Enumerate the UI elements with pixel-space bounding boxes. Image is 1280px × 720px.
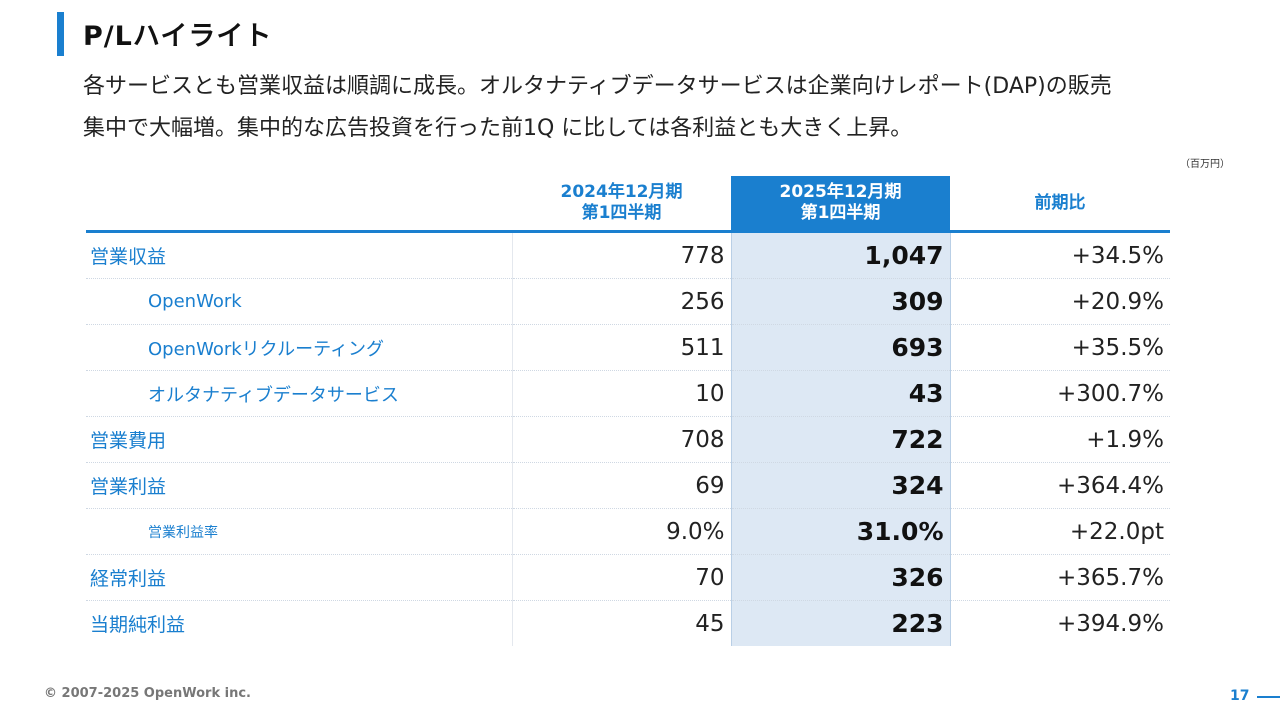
change-value: +364.4%	[950, 462, 1170, 509]
table-row: 経常利益 70 326 +365.7%	[86, 554, 1170, 601]
change-value: +22.0pt	[950, 508, 1170, 555]
table-header-row: 2024年12月期 第1四半期 2025年12月期 第1四半期 前期比	[86, 176, 1170, 232]
row-label: 営業利益率	[86, 508, 512, 555]
current-value: 324	[730, 462, 951, 509]
row-label: 当期純利益	[90, 614, 186, 636]
copyright: © 2007-2025 OpenWork inc.	[44, 686, 251, 701]
unit-label: （百万円）	[1180, 159, 1230, 170]
header-label	[86, 176, 512, 232]
row-label: オルタナティブデータサービス	[86, 370, 512, 417]
current-value: 31.0%	[730, 508, 951, 555]
table-row: 営業利益 69 324 +364.4%	[86, 462, 1170, 509]
table-row: オルタナティブデータサービス 10 43 +300.7%	[86, 370, 1170, 417]
change-value: +35.5%	[950, 324, 1170, 371]
lead-text: 各サービスとも営業収益は順調に成長。オルタナティブデータサービスは企業向けレポー…	[83, 66, 1233, 150]
header-change: 前期比	[1034, 192, 1086, 213]
current-value: 43	[730, 370, 951, 417]
prev-value: 778	[511, 231, 731, 279]
prev-value: 511	[511, 324, 731, 371]
pl-table: 2024年12月期 第1四半期 2025年12月期 第1四半期 前期比 営業収益…	[86, 176, 1170, 646]
change-value: +34.5%	[950, 231, 1170, 279]
row-label: 経常利益	[86, 554, 512, 601]
change-value: +20.9%	[950, 278, 1170, 325]
prev-value: 708	[511, 416, 731, 463]
current-value: 223	[730, 600, 951, 646]
table-row: 当期純利益 45 223 +394.9%	[86, 600, 1170, 646]
title-accent-bar	[57, 12, 64, 56]
table-row: 営業費用 708 722 +1.9%	[86, 416, 1170, 463]
current-value: 309	[730, 278, 951, 325]
lead-line-1: 各サービスとも営業収益は順調に成長。オルタナティブデータサービスは企業向けレポー…	[83, 74, 1112, 99]
current-value: 722	[730, 416, 951, 463]
table-row: 営業利益率 9.0% 31.0% +22.0pt	[86, 508, 1170, 555]
row-label: OpenWorkリクルーティング	[86, 324, 512, 371]
row-label: OpenWork	[86, 278, 512, 325]
table-row: 営業収益 778 1,047 +34.5%	[86, 231, 1170, 279]
row-label: 営業費用	[86, 416, 512, 463]
page-number-line	[1257, 696, 1280, 698]
prev-value: 10	[511, 370, 731, 417]
change-value: +394.9%	[1057, 610, 1164, 637]
page-title: P/Lハイライト	[83, 21, 273, 52]
page-number: 17	[1230, 688, 1250, 704]
change-value: +365.7%	[950, 554, 1170, 601]
current-value: 1,047	[730, 231, 951, 279]
current-value: 326	[730, 554, 951, 601]
header-current-period: 2025年12月期 第1四半期	[731, 176, 950, 232]
current-value: 693	[730, 324, 951, 371]
prev-value: 69	[511, 462, 731, 509]
change-value: +1.9%	[950, 416, 1170, 463]
lead-line-2: 集中で大幅増。集中的な広告投資を行った前1Q に比しては各利益とも大きく上昇。	[83, 116, 913, 141]
row-label: 営業収益	[86, 231, 512, 279]
prev-value: 45	[511, 600, 731, 646]
prev-value: 70	[511, 554, 731, 601]
prev-value: 9.0%	[511, 508, 731, 555]
header-prev-period: 2024年12月期 第1四半期	[560, 182, 683, 223]
row-label: 営業利益	[86, 462, 512, 509]
prev-value: 256	[511, 278, 731, 325]
table-row: OpenWorkリクルーティング 511 693 +35.5%	[86, 324, 1170, 371]
change-value: +300.7%	[950, 370, 1170, 417]
table-row: OpenWork 256 309 +20.9%	[86, 278, 1170, 325]
